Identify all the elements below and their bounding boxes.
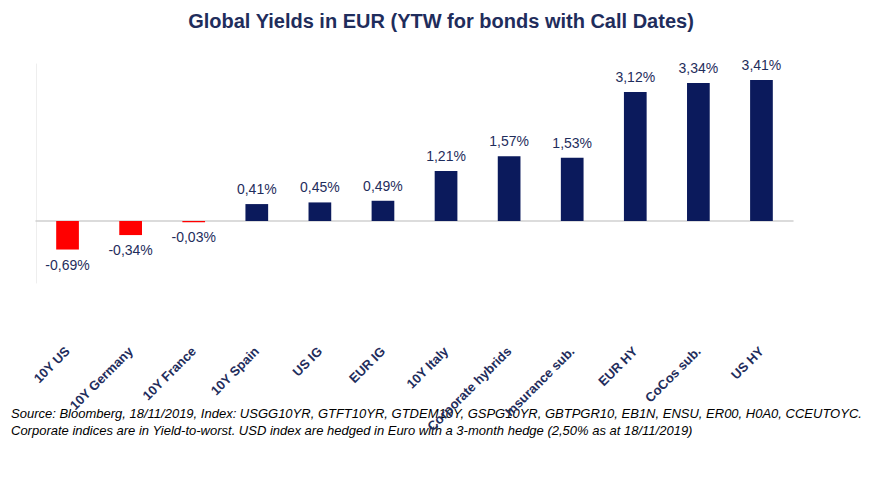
svg-text:10Y Germany: 10Y Germany (67, 343, 137, 413)
svg-text:10Y Spain: 10Y Spain (208, 344, 262, 398)
svg-text:1,53%: 1,53% (552, 135, 592, 151)
svg-text:EUR HY: EUR HY (595, 343, 641, 389)
svg-text:Source: Bloomberg, 18/11/2019,: Source: Bloomberg, 18/11/2019, Index: US… (11, 406, 866, 421)
svg-text:-0,03%: -0,03% (172, 229, 216, 245)
svg-text:1,21%: 1,21% (426, 148, 466, 164)
svg-text:Global Yields in EUR (YTW for: Global Yields in EUR (YTW for bonds with… (188, 10, 694, 32)
svg-text:3,41%: 3,41% (742, 57, 782, 73)
svg-text:0,45%: 0,45% (300, 179, 340, 195)
svg-text:0,49%: 0,49% (363, 178, 403, 194)
svg-text:EUR IG: EUR IG (346, 344, 388, 386)
svg-text:-0,69%: -0,69% (45, 257, 89, 273)
svg-text:Corporate indices are in Yield: Corporate indices are in Yield-to-worst.… (11, 423, 692, 438)
svg-text:10Y US: 10Y US (31, 343, 73, 385)
svg-text:US HY: US HY (728, 343, 767, 382)
svg-text:Corporate hybrids: Corporate hybrids (424, 344, 514, 434)
svg-text:10Y Italy: 10Y Italy (404, 343, 452, 391)
svg-text:1,57%: 1,57% (489, 133, 529, 149)
svg-text:3,12%: 3,12% (615, 69, 655, 85)
svg-text:CoCos sub.: CoCos sub. (642, 344, 704, 406)
svg-text:0,41%: 0,41% (237, 181, 277, 197)
svg-text:-0,34%: -0,34% (108, 242, 152, 258)
svg-text:10Y France: 10Y France (140, 344, 199, 403)
svg-text:Insurance sub.: Insurance sub. (502, 344, 577, 419)
svg-text:US IG: US IG (290, 344, 326, 380)
svg-text:3,34%: 3,34% (679, 60, 719, 76)
